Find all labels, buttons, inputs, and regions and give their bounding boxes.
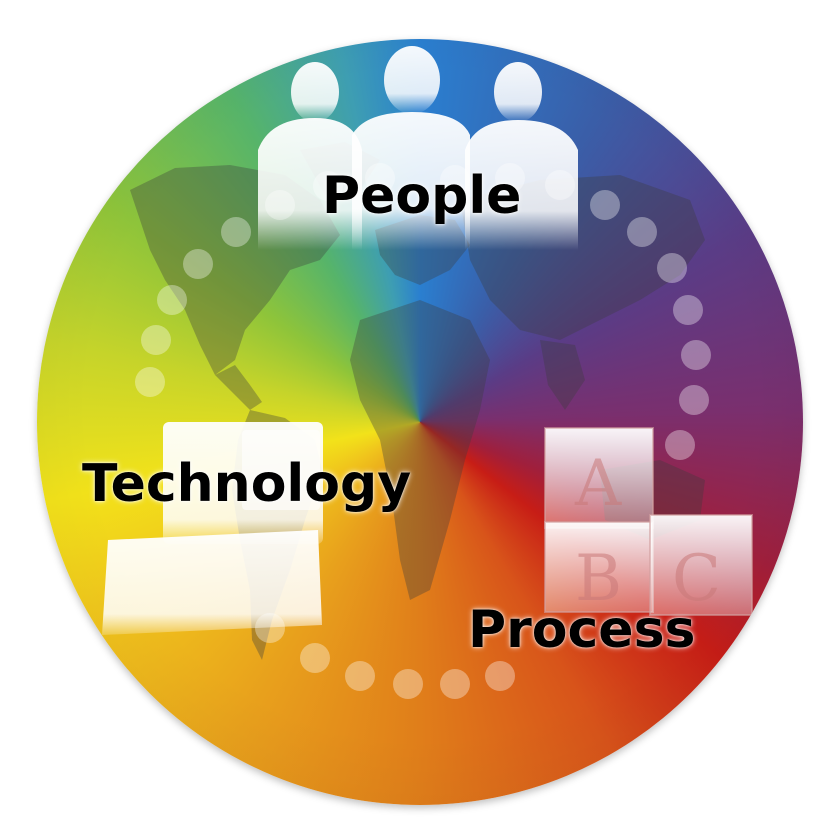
process-label: Process xyxy=(468,600,696,660)
computer-icon xyxy=(102,422,323,635)
people-silhouettes-icon xyxy=(258,46,578,250)
block-letter-a: A xyxy=(574,447,622,521)
technology-label: Technology xyxy=(82,454,412,514)
abc-blocks-icon: A B C xyxy=(544,427,753,616)
block-letter-c: C xyxy=(672,542,721,616)
people-label: People xyxy=(322,166,522,226)
block-letter-b: B xyxy=(575,542,622,616)
